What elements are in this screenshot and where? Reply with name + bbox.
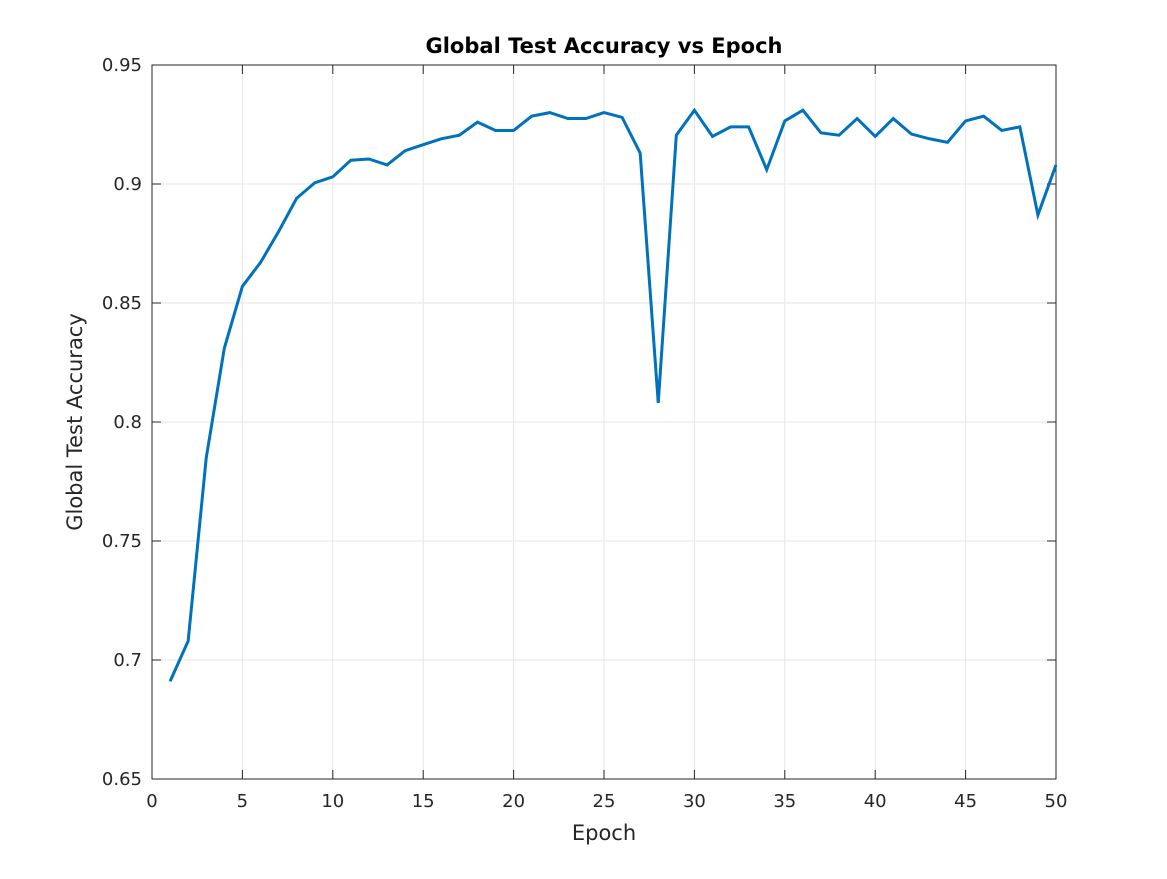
y-axis-label: Global Test Accuracy [63,313,87,531]
chart-title: Global Test Accuracy vs Epoch [426,34,783,58]
x-tick-label: 5 [237,791,248,812]
x-tick-label: 25 [593,791,616,812]
y-tick-label: 0.65 [102,769,142,790]
y-tick-label: 0.9 [113,174,142,195]
y-tick-label: 0.8 [113,412,142,433]
accuracy-series-line [168,107,1058,683]
y-tick-label: 0.7 [113,650,142,671]
series-layer [168,107,1058,683]
x-tick-label: 50 [1045,791,1068,812]
x-tick-label: 10 [321,791,344,812]
x-tick-label: 45 [954,791,977,812]
grid-lines [152,65,1056,779]
x-tick-label: 35 [773,791,796,812]
x-tick-label: 15 [412,791,435,812]
y-tick-label: 0.85 [102,293,142,314]
x-tick-label: 30 [683,791,706,812]
y-tick-label: 0.95 [102,55,142,76]
x-tick-label: 0 [146,791,157,812]
y-tick-label: 0.75 [102,531,142,552]
x-tick-label: 40 [864,791,887,812]
x-tick-label: 20 [502,791,525,812]
axis-ticks: 0 5 10 15 20 25 30 35 40 45 50 0.65 0.7 0.75 0.8 0.85 0.… [102,55,1068,812]
x-axis-label: Epoch [572,821,636,845]
